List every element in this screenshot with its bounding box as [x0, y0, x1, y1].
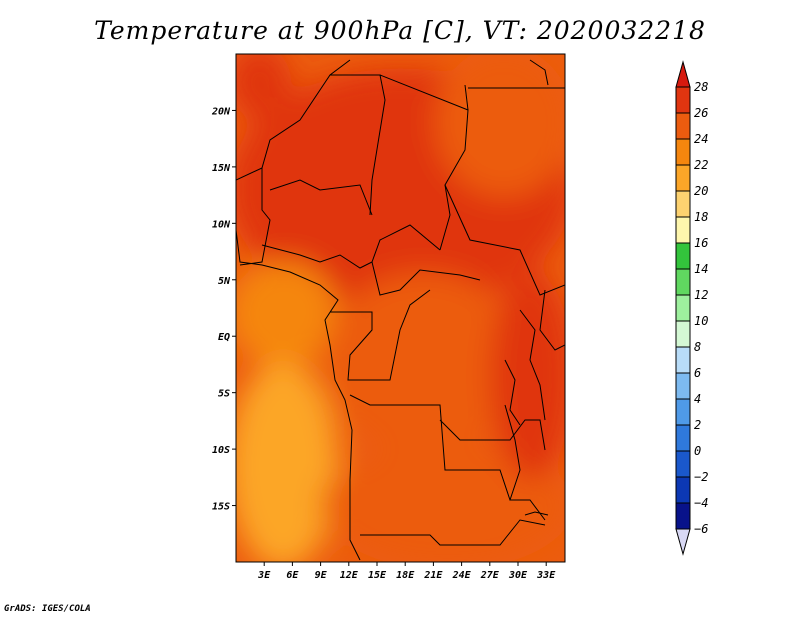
chart-title: Temperature at 900hPa [C], VT: 202003221… — [94, 16, 706, 45]
credit-label: GrADS: IGES/COLA — [4, 604, 91, 614]
border-line — [360, 519, 546, 546]
x-tick-label: 24E — [452, 570, 472, 581]
field-region-nw-corner — [236, 54, 291, 119]
colorbar-label: 14 — [694, 262, 708, 276]
border-line — [439, 419, 546, 451]
field-region-southern-interior — [322, 441, 565, 562]
colorbar-band — [675, 294, 691, 322]
colorbar-band — [675, 268, 691, 296]
border-line — [349, 394, 511, 501]
field-region-east-africa — [491, 271, 565, 480]
y-tick-label: EQ — [218, 332, 230, 343]
x-tick-label: 33E — [536, 570, 556, 581]
field-region-congo-basin — [322, 271, 526, 458]
y-tick-label: 15S — [212, 502, 230, 513]
colorbar-band — [675, 320, 691, 348]
coastline — [524, 511, 549, 516]
colorbar-band — [675, 138, 691, 166]
colorbar-band — [675, 86, 691, 114]
x-tick-label: 18E — [396, 570, 415, 581]
field-region-angola-coast — [236, 362, 338, 562]
border-line — [269, 179, 373, 216]
colorbar-band — [675, 242, 691, 270]
border-line — [379, 74, 469, 251]
x-tick-label: 9E — [315, 570, 328, 581]
border-line — [504, 404, 546, 521]
x-tick-label: 30E — [508, 570, 528, 581]
border-line — [261, 224, 441, 269]
colorbar-band — [675, 450, 691, 478]
colorbar-label: 28 — [694, 80, 708, 94]
y-tick-label: 20N — [211, 106, 231, 117]
colorbar-label: 24 — [694, 132, 708, 146]
border-line — [464, 84, 469, 111]
border-line — [236, 59, 351, 181]
x-tick-label: 15E — [368, 570, 387, 581]
x-tick-label: 3E — [257, 570, 271, 581]
border-line — [371, 261, 481, 296]
y-tick-label: 10S — [212, 445, 230, 456]
colorbar-label: 26 — [694, 106, 708, 120]
y-tick-label: 10N — [212, 219, 231, 230]
colorbar-label: 22 — [694, 158, 708, 172]
y-tick-label: 5S — [218, 389, 230, 400]
border-line — [330, 74, 386, 216]
colorbar-label: −4 — [694, 496, 708, 510]
colorbar-bottom-triangle — [675, 528, 691, 556]
colorbar-band — [675, 164, 691, 192]
colorbar-label: 8 — [694, 340, 701, 354]
y-axis: 20N 15N 10N 5N EQ 5S 10S 15S — [211, 106, 236, 513]
colorbar-band — [675, 216, 691, 244]
border-line — [444, 184, 565, 296]
coastline — [504, 359, 521, 426]
colorbar-label: 20 — [694, 184, 708, 198]
border-line — [519, 309, 546, 421]
colorbar-label: 4 — [694, 392, 701, 406]
field-region-ne-sudan — [434, 54, 565, 198]
x-tick-label: 12E — [340, 570, 359, 581]
colorbar-label: 6 — [694, 366, 701, 380]
border-line — [239, 168, 271, 266]
colorbar-top-triangle — [675, 60, 691, 88]
border-line — [330, 289, 431, 381]
country-borders — [236, 59, 565, 561]
border-line — [349, 480, 361, 561]
plot-frame — [235, 53, 566, 563]
border-line — [539, 289, 565, 351]
x-axis: 3E 6E 9E 12E 15E 18E 21E 24E 27E 30E 33E — [257, 562, 556, 581]
colorbar-label: 10 — [694, 314, 708, 328]
x-tick-label: 6E — [286, 570, 299, 581]
y-tick-label: 5N — [218, 276, 231, 287]
colorbar-label: 2 — [694, 418, 701, 432]
colorbar-band — [675, 112, 691, 140]
coastline — [236, 229, 353, 481]
colorbar-band — [675, 346, 691, 374]
coastline — [529, 59, 549, 86]
colorbar-band — [675, 398, 691, 426]
x-tick-label: 27E — [480, 570, 500, 581]
colorbar-label: 16 — [694, 236, 708, 250]
colorbar-band — [675, 424, 691, 452]
colorbar-label: −2 — [694, 470, 708, 484]
colorbar-band — [675, 502, 691, 530]
colorbar-label: 0 — [694, 444, 701, 458]
field-region-gulf-guinea — [236, 260, 338, 367]
y-tick-label: 15N — [212, 163, 231, 174]
colorbar-band — [675, 190, 691, 218]
colorbar-label: 12 — [694, 288, 708, 302]
colorbar-band — [675, 476, 691, 504]
x-tick-label: 21E — [423, 570, 443, 581]
colorbar-label: 18 — [694, 210, 708, 224]
temperature-field — [236, 54, 565, 562]
colorbar-label: −6 — [694, 522, 708, 536]
colorbar-band — [675, 372, 691, 400]
